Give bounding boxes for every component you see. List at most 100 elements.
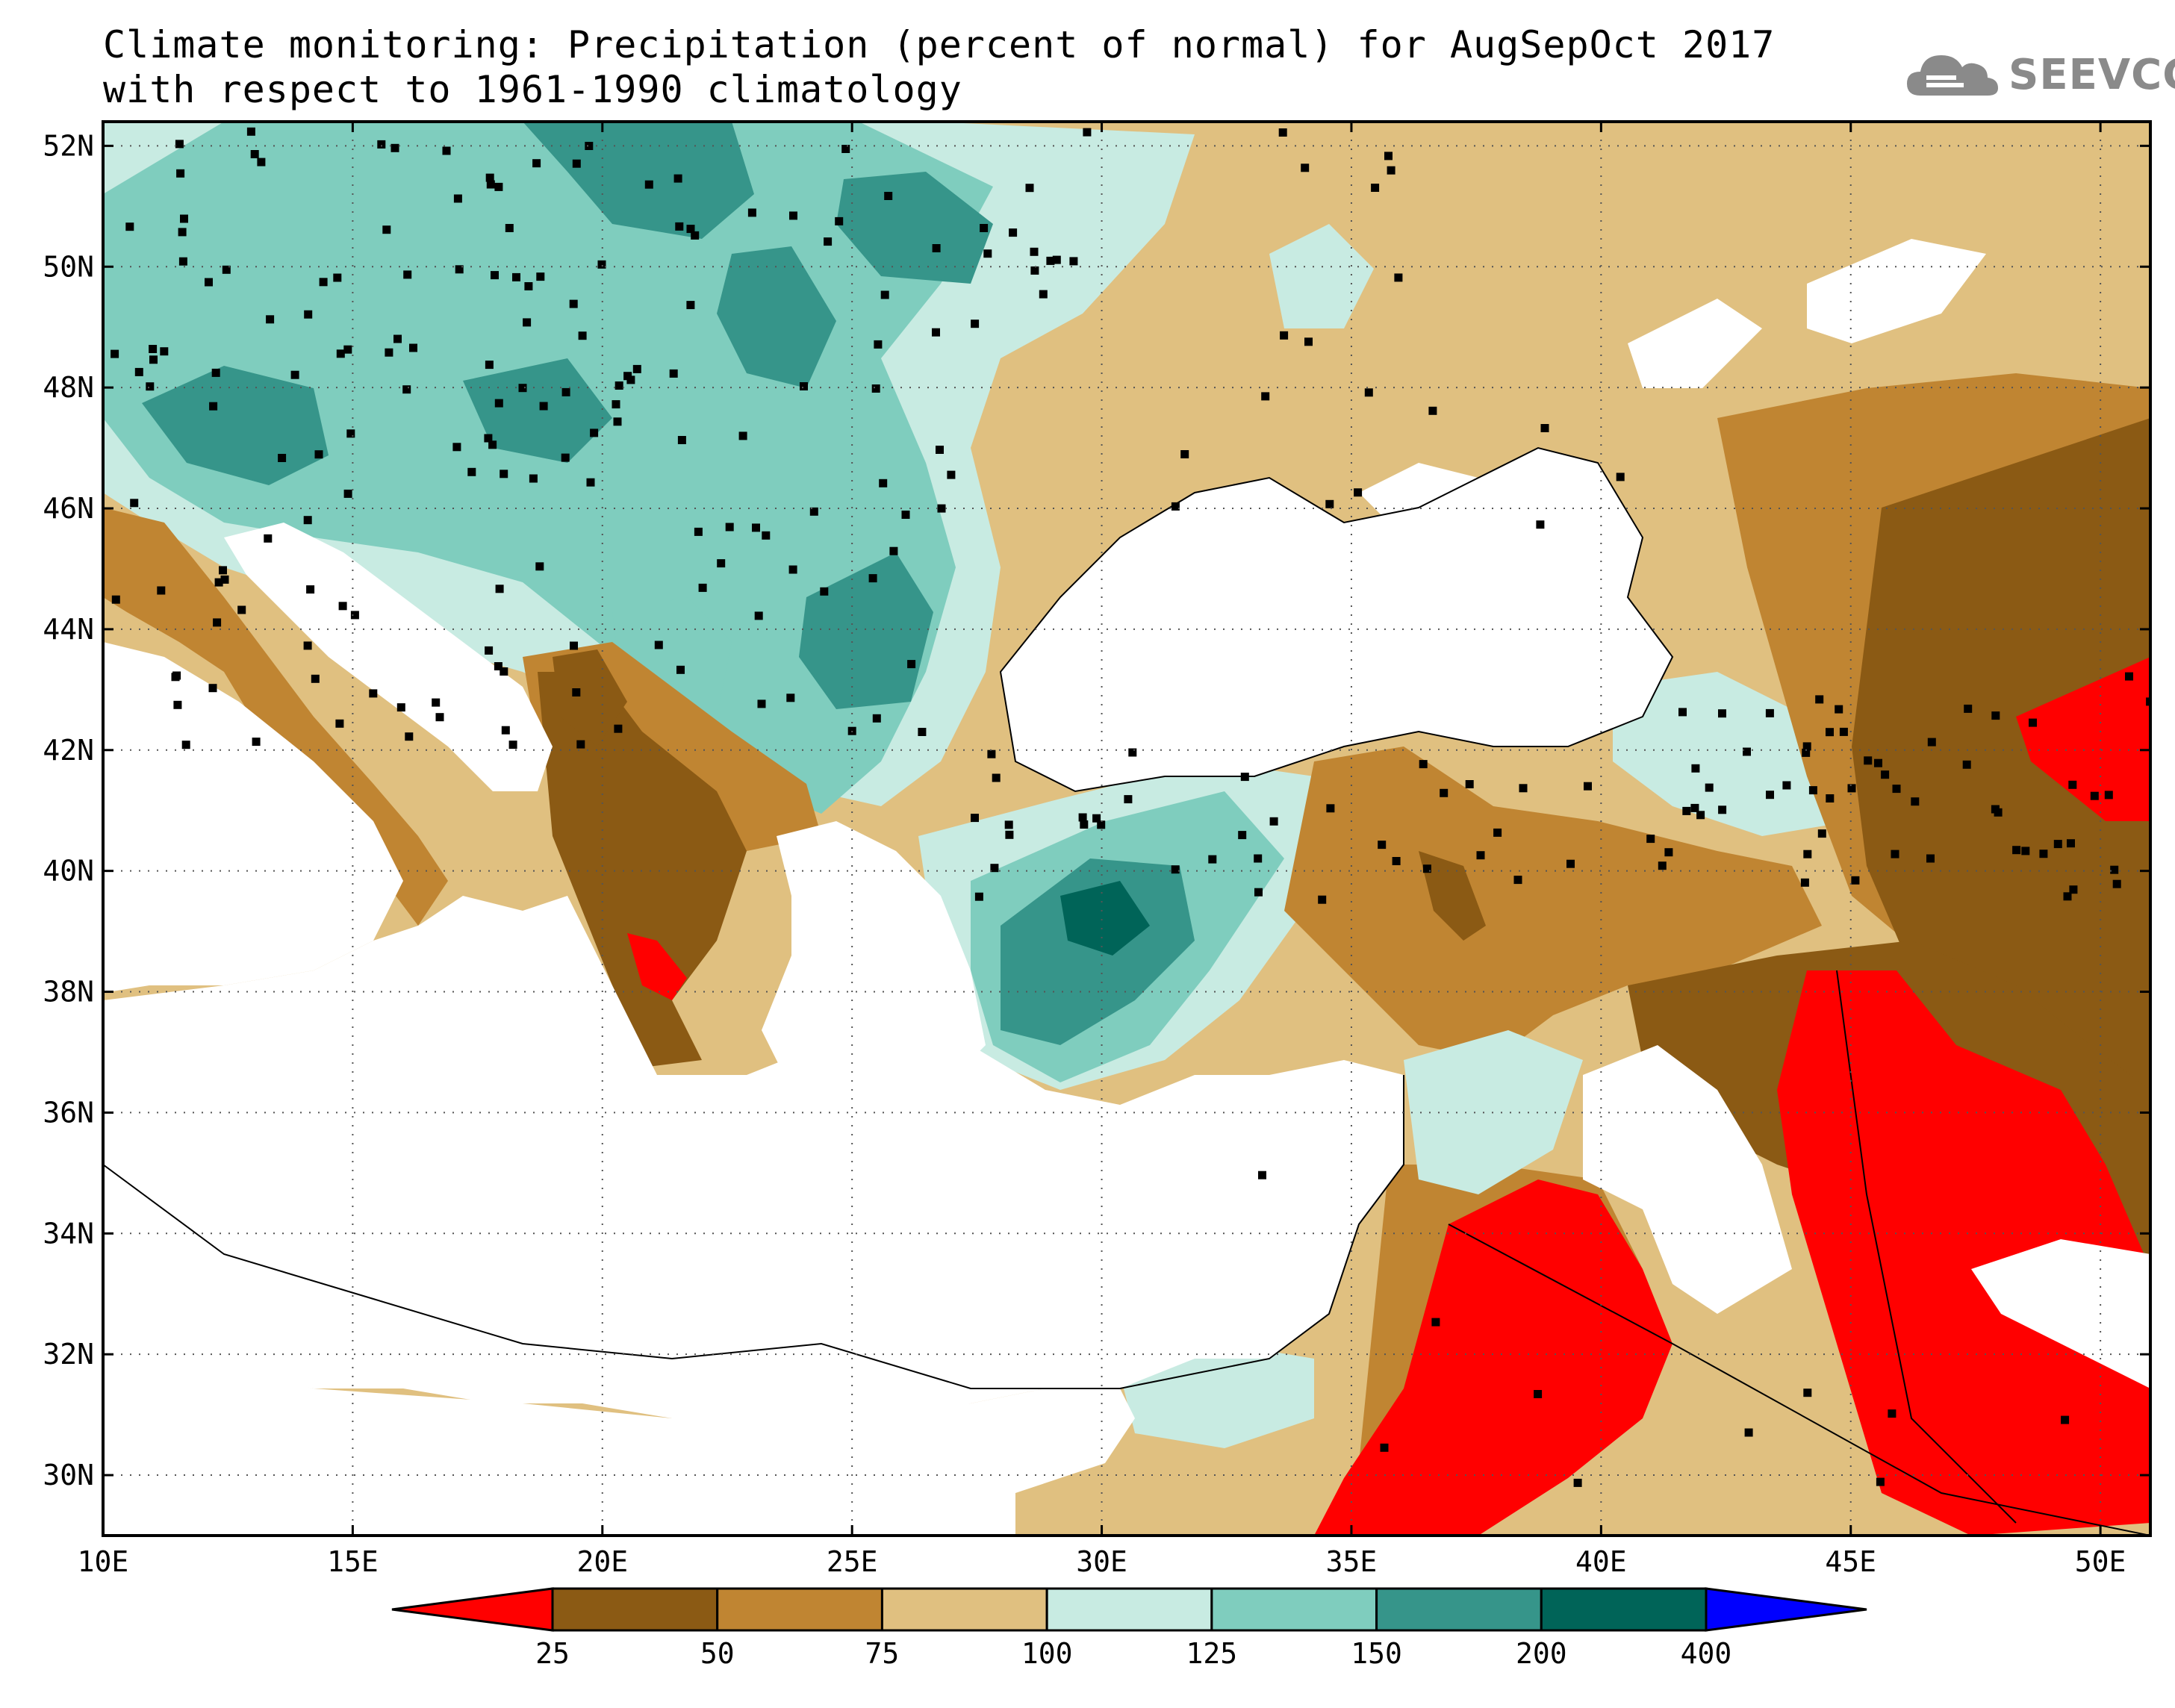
station-marker [1803,1388,1812,1397]
station-marker [2063,892,2072,901]
station-marker [306,585,315,594]
station-marker [1718,805,1727,814]
station-marker [396,703,405,712]
station-marker [2069,885,2078,894]
legend-swatch [1375,1587,1543,1632]
station-marker [1069,257,1078,266]
station-marker [1030,247,1039,256]
station-marker [250,150,259,158]
station-marker [1573,1478,1582,1487]
station-marker [809,507,818,516]
lon-label: 30E [1076,1545,1127,1578]
lat-label: 44N [43,613,94,646]
lat-label: 50N [43,250,94,283]
station-marker [1817,829,1826,838]
station-marker [698,583,707,592]
lon-label: 20E [576,1545,628,1578]
station-marker [586,478,595,487]
station-marker [222,265,231,274]
lat-label: 32N [43,1338,94,1371]
station-marker [505,224,514,232]
station-marker [500,667,508,676]
station-marker [213,618,222,627]
station-marker [311,674,320,683]
station-marker [1493,828,1502,837]
station-marker [820,587,829,596]
station-marker [1765,708,1774,717]
station-marker [453,194,462,203]
desert-kazakh [1807,239,1986,343]
station-marker [1046,256,1055,265]
station-marker [1318,895,1327,904]
station-marker [1705,783,1714,792]
station-marker [1080,820,1089,829]
station-marker [676,665,685,674]
station-marker [125,222,134,231]
station-marker [901,511,910,519]
lon-label: 50E [2075,1545,2126,1578]
station-marker [2021,847,2030,855]
station-marker [1261,392,1270,401]
station-marker [880,290,889,299]
station-marker [612,400,620,409]
station-marker [488,440,497,449]
station-marker [1584,782,1592,791]
legend-label: 75 [865,1637,900,1670]
station-marker [2068,780,2077,789]
station-marker [1911,797,1920,806]
station-marker [1519,784,1528,793]
station-marker [1025,184,1034,193]
station-marker [1847,784,1856,793]
station-marker [1387,166,1395,175]
station-marker [738,431,747,440]
station-marker [569,299,578,308]
desert-arabia [1971,1239,2150,1388]
station-marker [1690,803,1699,812]
longitude-axis: 10E 15E 20E 25E 30E 35E 40E 45E 50E [78,1545,2126,1578]
gridlines [102,122,2150,1536]
station-marker [1664,848,1673,857]
station-marker [614,381,623,390]
region-dark-brown-russia [1852,418,2150,1194]
station-marker [686,225,695,234]
station-marker [992,773,1001,782]
station-marker [1419,760,1428,769]
region-red-jordan [1314,1179,1673,1536]
legend-label: 150 [1351,1637,1402,1670]
station-marker [2061,1415,2070,1424]
region-light-teal-sinai [1120,1344,1314,1448]
lat-label: 30N [43,1459,94,1492]
station-marker [1782,781,1791,790]
station-marker [717,559,726,568]
station-marker [181,741,190,749]
station-marker [572,159,581,168]
station-marker [500,470,508,479]
region-dark-teal-2 [836,172,993,284]
station-marker [377,140,386,149]
lon-label: 10E [78,1545,129,1578]
station-marker [675,222,684,231]
station-marker [485,173,494,182]
station-marker [171,673,180,682]
region-dark-brown-turkey [1419,851,1486,941]
desert-libya-egypt [103,1344,1135,1536]
station-marker [1380,1443,1389,1452]
station-marker [211,368,220,377]
map-title: Climate monitoring: Precipitation (perce… [103,22,1775,112]
station-marker [278,454,287,462]
station-marker [508,741,517,749]
station-marker [1839,727,1848,736]
map-frame [102,120,2152,1537]
station-marker [130,499,139,508]
station-marker [1744,1428,1753,1437]
station-marker [524,282,533,290]
station-marker [868,574,877,583]
lat-label: 40N [43,855,94,888]
station-marker [1124,795,1133,804]
station-marker [484,434,493,443]
station-marker [1171,502,1180,511]
station-marker [570,641,578,650]
legend-label: 25 [535,1637,570,1670]
station-marker [632,364,641,373]
station-marker [333,273,342,282]
